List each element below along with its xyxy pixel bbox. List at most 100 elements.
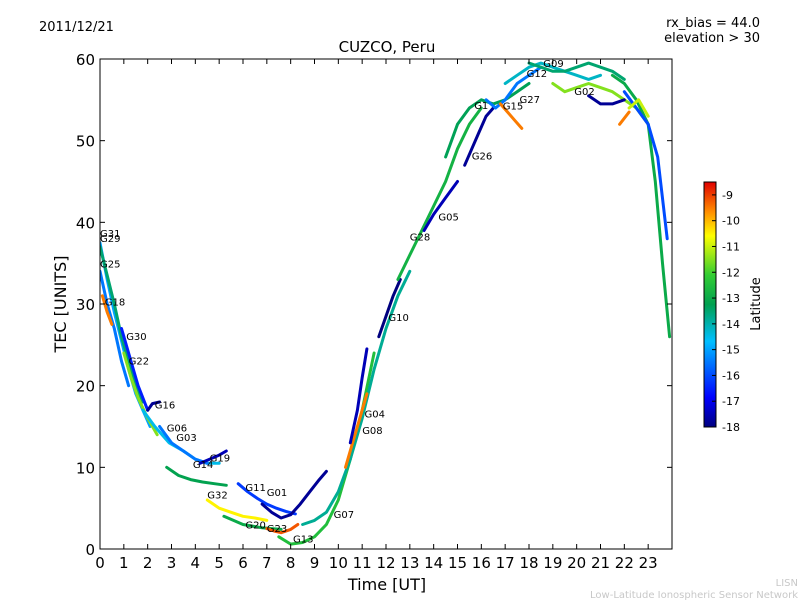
colorbar-tick-label: -16 <box>722 369 740 382</box>
y-tick-label: 40 <box>76 214 95 232</box>
series-line-g36 <box>627 98 650 118</box>
x-tick-label: 13 <box>400 554 419 572</box>
series-line-g25 <box>100 269 131 388</box>
prn-label-g10: G10 <box>388 313 408 324</box>
colorbar-tick-label: -11 <box>722 240 740 253</box>
x-tick-label: 11 <box>353 554 372 572</box>
prn-label-g03: G03 <box>176 433 196 444</box>
y-tick-label: 30 <box>76 296 95 314</box>
series-line-g30 <box>120 327 150 412</box>
series-line-g05 <box>422 180 459 232</box>
prn-label-g07: G07 <box>334 510 354 521</box>
prn-label-g25: G25 <box>100 259 120 270</box>
prn-label-g05: G05 <box>438 213 458 224</box>
prn-label-g08: G08 <box>362 426 382 437</box>
colorbar-tick-label: -10 <box>722 215 740 228</box>
series-line-g12 <box>503 61 602 85</box>
x-tick-label: 1 <box>119 554 129 572</box>
prn-label-g06: G06 <box>167 423 187 434</box>
prn-label-g14: G14 <box>193 460 213 471</box>
series-line-g37 <box>618 110 631 126</box>
x-axis-ticks: 0 1 2 3 4 5 6 7 8 9 10 11 12 13 14 15 16 17 18 19 20 21 22 23 <box>95 59 658 572</box>
x-tick-label: 4 <box>191 554 201 572</box>
colorbar-tick-label: -15 <box>722 344 740 357</box>
x-axis-label: Time [UT] <box>347 575 426 594</box>
series-line-g04 <box>348 347 369 445</box>
x-tick-label: 8 <box>286 554 296 572</box>
prn-label-g02: G02 <box>574 87 594 98</box>
series-line-g22 <box>122 351 159 437</box>
series-line-g14 <box>165 465 228 487</box>
colorbar-tick-label: -9 <box>722 189 733 202</box>
plot-frame <box>99 58 673 550</box>
series-line-g18 <box>100 294 114 326</box>
x-tick-label: 17 <box>496 554 515 572</box>
y-tick-label: 10 <box>76 459 95 477</box>
x-tick-label: 12 <box>376 554 395 572</box>
y-tick-label: 50 <box>76 133 95 151</box>
prn-label-g16: G16 <box>155 401 175 412</box>
series-line-g23 <box>265 523 300 535</box>
colorbar-tick-label: -12 <box>722 266 740 279</box>
x-tick-label: 2 <box>143 554 153 572</box>
series-line-g01 <box>260 469 328 520</box>
series-line-g09 <box>527 61 626 81</box>
y-axis-label: TEC [UNITS] <box>51 256 70 354</box>
series-line-g07 <box>301 269 412 526</box>
series-line-g27 <box>498 102 524 130</box>
x-tick-label: 23 <box>639 554 658 572</box>
series-line-g19 <box>198 449 228 465</box>
x-tick-label: 9 <box>310 554 320 572</box>
series-line-g32 <box>205 498 269 522</box>
elevation-label: elevation > 30 <box>664 31 760 46</box>
series-line-g08 <box>344 392 369 469</box>
series-line-g26 <box>463 106 495 167</box>
series-line-g35 <box>622 90 669 241</box>
series-line-g13 <box>277 351 376 546</box>
series-line-g03 <box>158 425 209 465</box>
x-tick-label: 0 <box>95 554 105 572</box>
series-line-g10 <box>377 278 402 339</box>
series-line-g15 <box>484 65 543 110</box>
x-tick-label: 5 <box>214 554 224 572</box>
prn-label-g13: G13 <box>293 535 313 546</box>
x-tick-label: 3 <box>167 554 177 572</box>
x-tick-label: 10 <box>329 554 348 572</box>
x-tick-label: 14 <box>424 554 443 572</box>
colorbar <box>703 181 717 428</box>
prn-label-g28: G28 <box>410 232 430 243</box>
prn-label-g04: G04 <box>365 410 385 421</box>
prn-label-g29: G29 <box>100 234 120 245</box>
colorbar-ticks: -9 -10 -11 -12 -13 -14 -15 -16 -17 -18 <box>712 189 740 434</box>
prn-label-g26: G26 <box>472 151 492 162</box>
prn-label-g23: G23 <box>267 524 287 535</box>
chart-title: CUZCO, Peru <box>339 38 436 56</box>
series-line-g20 <box>222 514 283 531</box>
x-tick-label: 21 <box>591 554 610 572</box>
prn-label-g18: G18 <box>105 298 125 309</box>
credit-line-1: LISN <box>776 578 798 589</box>
x-tick-label: 6 <box>238 554 248 572</box>
colorbar-tick-label: -17 <box>722 395 740 408</box>
series-layer <box>100 61 672 546</box>
colorbar-label: Latitude <box>749 277 764 331</box>
series-line-g28 <box>396 106 483 281</box>
prn-label-g12: G12 <box>527 69 547 80</box>
prn-label-g27: G27 <box>520 95 540 106</box>
series-line-g11 <box>236 482 297 516</box>
y-axis-ticks: 0 10 20 30 40 50 60 <box>76 51 672 559</box>
colorbar-tick-label: -13 <box>722 292 740 305</box>
x-tick-label: 7 <box>262 554 272 572</box>
prn-label-g11: G11 <box>245 483 265 494</box>
x-tick-label: 18 <box>519 554 538 572</box>
x-tick-label: 22 <box>615 554 634 572</box>
prn-label-g01: G01 <box>267 488 287 499</box>
colorbar-tick-label: -18 <box>722 421 740 434</box>
credit-line-2: Low-Latitude Ionospheric Sensor Network <box>590 590 798 600</box>
series-line-g16 <box>146 400 162 412</box>
x-tick-label: 16 <box>472 554 491 572</box>
prn-label-g09: G09 <box>543 59 563 70</box>
prn-label-g32: G32 <box>207 490 227 501</box>
x-tick-label: 15 <box>448 554 467 572</box>
